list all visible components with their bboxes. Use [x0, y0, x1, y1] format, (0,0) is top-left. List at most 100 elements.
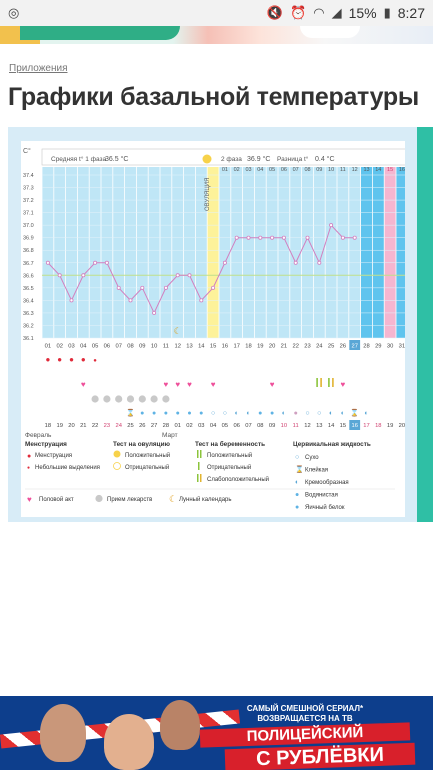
cervical-fluid-icon: ⌛	[350, 408, 359, 417]
cervical-fluid-icon: ◐	[341, 410, 345, 417]
x-tick-label: 04	[80, 344, 87, 350]
calendar-day-label: 09	[269, 423, 275, 429]
instagram-icon: ◎	[8, 5, 20, 20]
today-highlight	[349, 340, 361, 350]
ad-line-2: ВОЗВРАЩАЕТСЯ НА ТВ	[257, 714, 353, 723]
day-column	[396, 167, 408, 338]
phase2-day-label: 01	[222, 167, 228, 173]
y-tick-label: 36.4	[23, 298, 34, 304]
pill-icon	[91, 395, 99, 403]
x-tick-label: 26	[340, 344, 346, 350]
calendar-day-label: 28	[163, 423, 169, 429]
legend-title-pregnancy-test: Тест на беременность	[195, 440, 265, 448]
cervical-fluid-icon: ●	[164, 410, 168, 417]
temperature-point	[175, 273, 180, 278]
temperature-point	[140, 285, 145, 290]
day-column	[113, 167, 125, 338]
temperature-point	[45, 260, 50, 265]
diff-label: Разница t°	[277, 155, 309, 163]
cervical-fluid-icon: ◐	[282, 410, 286, 417]
pill-icon	[126, 395, 135, 403]
legend-ovulation-negative-icon	[113, 462, 121, 470]
pill-icon	[138, 395, 146, 403]
day-column	[125, 167, 136, 338]
x-tick-label: 03	[68, 344, 74, 350]
calendar-day-label: 08	[257, 423, 263, 429]
legend-pregnancy-weak-icon	[200, 474, 202, 482]
day-column	[195, 167, 207, 338]
day-column	[349, 167, 361, 338]
temperature-point	[234, 235, 239, 240]
cervical-fluid-icon: ○	[305, 410, 309, 417]
x-tick-label: 30	[387, 344, 393, 350]
calendar-day-label: 21	[80, 423, 86, 429]
temperature-point	[199, 298, 204, 303]
x-tick-label: 14	[198, 344, 205, 350]
y-tick-label: 37.0	[23, 223, 34, 229]
heart-icon: ♥	[81, 380, 86, 389]
phase2-day-label: 13	[363, 167, 369, 173]
advertisement-banner[interactable]: САМЫЙ СМЕШНОЙ СЕРИАЛ* ВОЗВРАЩАЕТСЯ НА ТВ…	[0, 696, 433, 770]
legend-pregnancy-positive-icon	[200, 450, 202, 458]
pregnancy-test-icon	[332, 378, 334, 387]
legend-ovulation-positive-icon	[113, 450, 121, 458]
day-column	[77, 167, 89, 338]
phase2-day-label: 15	[387, 167, 393, 173]
calendar-day-label: 06	[233, 423, 239, 429]
day-column	[207, 167, 219, 338]
legend-item: Кремообразная	[305, 480, 349, 486]
cervical-fluid-icon: ○	[223, 410, 227, 417]
cervical-fluid-icon: ●	[294, 410, 298, 417]
x-tick-label: 08	[127, 344, 133, 350]
day-column	[66, 167, 77, 338]
legend-item: Слабоположительный	[207, 476, 269, 483]
clock: 8:27	[397, 5, 425, 21]
mute-icon: 🔇	[266, 5, 284, 20]
heart-icon: ♥	[341, 380, 346, 389]
legend-cervical-icon: ●	[295, 492, 299, 499]
x-tick-label: 11	[163, 344, 169, 350]
phase2-day-label: 16	[399, 167, 405, 173]
legend-item: Положительный	[207, 452, 252, 459]
month-mar-label: Март	[162, 432, 178, 439]
day-column	[101, 167, 113, 338]
top-banner-image[interactable]	[0, 26, 433, 44]
legend-moon-icon: ☾	[169, 494, 177, 504]
legend-item: Менструация	[35, 453, 72, 459]
breadcrumb-link[interactable]: Приложения	[9, 63, 68, 74]
x-tick-label: 18	[245, 344, 251, 350]
y-tick-label: 37.2	[23, 198, 34, 204]
ad-title-2: С РУБЛЁВКИ	[224, 742, 416, 770]
x-tick-label: 28	[363, 344, 369, 350]
cervical-fluid-icon: ⌛	[126, 408, 135, 417]
legend-item: Отрицательный	[207, 464, 251, 471]
heart-icon: ♥	[187, 380, 192, 389]
y-tick-label: 36.7	[23, 261, 34, 267]
calendar-day-label: 10	[281, 423, 287, 429]
page-title: Графики базальной температуры	[8, 83, 419, 111]
calendar-day-label: 14	[328, 423, 335, 429]
temperature-point	[270, 235, 275, 240]
legend-heart-icon: ♥	[27, 495, 32, 504]
phase2-day-label: 10	[328, 167, 334, 173]
temperature-point	[246, 235, 251, 240]
phase2-day-label: 12	[352, 167, 358, 173]
calendar-day-label: 18	[45, 423, 51, 429]
calendar-day-label: 03	[198, 423, 204, 429]
temperature-point	[69, 298, 74, 303]
day-column	[361, 167, 372, 338]
temperature-point	[211, 285, 216, 290]
alarm-icon: ⏰	[290, 5, 307, 20]
x-tick-label: 07	[115, 344, 121, 350]
cervical-fluid-icon: ◐	[235, 410, 239, 417]
x-tick-label: 09	[139, 344, 145, 350]
battery-icon: ▮	[383, 5, 391, 20]
day-column	[278, 167, 290, 338]
temperature-point	[258, 235, 263, 240]
calendar-today-highlight	[349, 420, 361, 430]
month-feb-label: Февраль	[25, 432, 52, 439]
x-tick-label: 06	[104, 344, 110, 350]
x-tick-label: 27	[351, 344, 357, 350]
legend-item: Водянистая	[305, 493, 338, 499]
legend-cervical-icon: ○	[295, 454, 299, 461]
